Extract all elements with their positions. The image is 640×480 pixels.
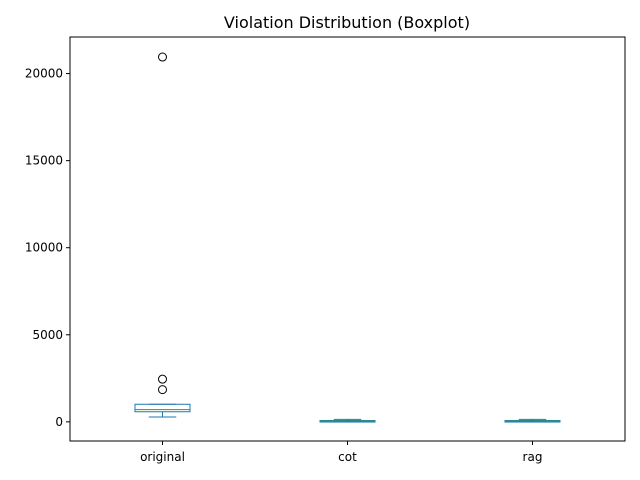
plot-area: 0 5000 10000 15000 20000 original cot rag xyxy=(25,52,561,464)
x-tick-label: original xyxy=(140,450,185,464)
chart-title: Violation Distribution (Boxplot) xyxy=(224,13,470,32)
outlier-point xyxy=(158,52,167,62)
plot-frame xyxy=(69,36,626,442)
y-tick-label: 15000 xyxy=(25,154,63,168)
outlier-point xyxy=(158,385,167,395)
y-tick-label: 5000 xyxy=(32,328,63,342)
y-tick-label: 20000 xyxy=(25,67,63,81)
outlier-point xyxy=(158,374,167,384)
y-tick-label: 0 xyxy=(55,415,63,429)
y-tick-label: 10000 xyxy=(25,241,63,255)
box-original xyxy=(134,403,191,413)
x-tick-label: cot xyxy=(338,450,357,464)
x-tick-label: rag xyxy=(523,450,543,464)
